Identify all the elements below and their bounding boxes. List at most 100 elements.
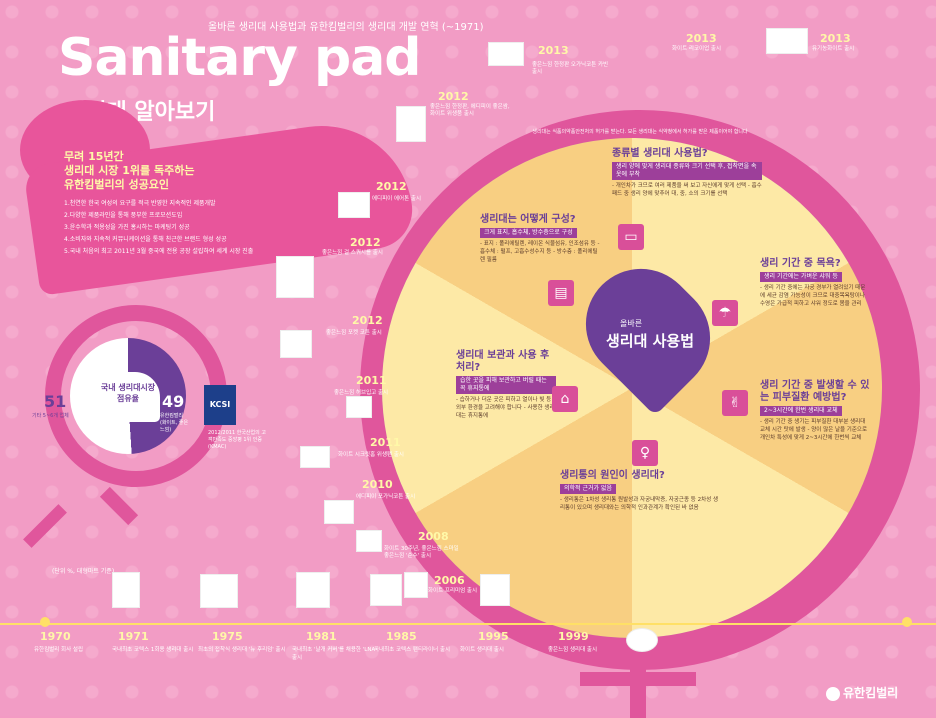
- section-tag: 생리 기간에는 가벼운 샤워 등: [760, 272, 842, 282]
- product-thumbnail: [296, 572, 330, 608]
- timeline-year: 1995: [478, 630, 509, 643]
- timeline-text: 국내최초 '날개 커버'를 채용한 'LNA' 출시: [292, 647, 377, 661]
- event-year: 2013: [538, 44, 569, 57]
- event-year: 2011: [370, 436, 401, 449]
- factor-item: 5.국내 처음의 최고 2011년 3월 중국에 전용 공장 설립하여 세계 시…: [64, 248, 254, 255]
- event-text: 화이트 시크릿홈 위생팬 출시: [338, 452, 404, 458]
- section-body: - 개인차가 크므로 여러 제품을 써 보고 자신에게 맞게 선택 - 흡수 패…: [612, 183, 762, 197]
- event-year: 2011: [356, 374, 387, 387]
- product-thumbnail: [396, 106, 426, 142]
- section-body: - 생리 기간 중에는 자궁 경부가 열려있기 때문에 세균 감염 가능성이 크…: [760, 285, 866, 307]
- product-thumbnail: [356, 530, 382, 552]
- brand-logo: 유한킴벌리: [826, 684, 898, 701]
- pie-left-value: 51: [44, 392, 67, 411]
- section-title: 종류별 생리대 사용법?: [612, 148, 708, 159]
- timeline-text: 국내최초 코텍스 팬티라이너 출시: [374, 647, 451, 653]
- pie-heart: [96, 372, 160, 422]
- timeline-text: 유한킴벌리 회사 설립: [34, 647, 84, 653]
- timeline-text: 국내최초 코텍스 1회용 생리대 출시: [112, 647, 194, 653]
- intro-heading-3: 유한킴벌리의 성공요인: [64, 178, 170, 191]
- top-subtitle: 올바른 생리대 사용법과 유한킴벌리의 생리대 개발 연혁 (~1971): [208, 22, 484, 33]
- event-text: 좋은느낌 걸 스쿼시를 출시: [322, 250, 383, 256]
- event-year: 2012: [352, 314, 383, 327]
- timeline-year: 1999: [558, 630, 589, 643]
- section-body: - 생리 기간 중 생기는 피부질환 대부분 생리대 교체 시간 탓에 발생 -…: [760, 419, 868, 441]
- timeline-text: 좋은느낌 생리대 출시: [548, 647, 598, 653]
- product-thumbnail: [370, 574, 402, 606]
- pad-layers-icon: ▤: [548, 280, 574, 306]
- heart-icon: [902, 617, 912, 627]
- event-year: 2013: [820, 32, 851, 45]
- factor-item: 2.다양한 제품라인을 통해 풍부한 프로모션도입: [64, 212, 183, 219]
- event-text: 화이트 30주년, 좋은느낌 스마일 좋은느낌 '순수' 출시: [384, 546, 459, 559]
- section-skin: 생리 기간 중 발생할 수 있는 피부질환 예방법? 2~3시간에 한번 생리대…: [760, 380, 870, 442]
- event-text: 유기농화이트 출시: [812, 46, 855, 52]
- center-small-label: 올바른: [620, 319, 643, 328]
- event-text: 좋은느낌 한정판, 에디피이 좋은쌈, 화이트 위생품 출시: [430, 104, 510, 117]
- product-thumbnail: [338, 192, 370, 218]
- section-title: 생리 기간 중 발생할 수 있는 피부질환 예방법?: [760, 380, 870, 403]
- event-year: 2013: [686, 32, 717, 45]
- section-title: 생리대는 어떻게 구성?: [480, 214, 576, 225]
- timeline-year: 1981: [306, 630, 337, 643]
- product-thumbnail: [404, 572, 428, 598]
- pie-right-value: 49: [162, 392, 185, 411]
- event-text: 에디피이 포가닉코튼 출시: [356, 494, 416, 500]
- factor-item: 1.천연한 한국 여성의 요구를 적극 반영한 지속적인 제품개발: [64, 200, 216, 207]
- factor-item: 3.윤수학과 적용성을 가진 홍시하는 마케팅기 성공: [64, 224, 190, 231]
- timeline-text: 화이트 생리대 출시: [460, 647, 504, 653]
- section-body: - 표지 : 폴리에틸렌, 레이온 식물섬유, 인조섬유 등 - 흡수체 : 펄…: [480, 241, 600, 263]
- event-year: 2012: [438, 90, 469, 103]
- section-kinds: 종류별 생리대 사용법? 생리 양에 맞게 생리대 종류와 크기 선택 후, 접…: [612, 148, 762, 198]
- pie-right-label: 유한킴벌리 (화이트, 좋은 느낌): [160, 413, 189, 433]
- logo-icon: [826, 686, 840, 701]
- big-venus-cross: [580, 672, 696, 686]
- event-text: 에디피이 에어톤 출시: [372, 196, 422, 202]
- section-cause: 생리통의 원인이 생리대? 의학적 근거가 없음 - 생리통은 1차성 생리통 …: [560, 470, 720, 512]
- section-storage: 생리대 보관과 사용 후 처리? 습한 곳을 피해 보관하고 버릴 때는 꼭 휴…: [456, 350, 556, 420]
- kcsi-text: 2012/2011 한국산업의 고객만족도 중앙평 1위 인증(KMAC): [208, 430, 266, 450]
- intro-heading-2: 생리대 시장 1위를 독주하는: [64, 164, 195, 177]
- product-thumbnail: [766, 28, 808, 54]
- event-year: 2006: [434, 574, 465, 587]
- section-structure: 생리대는 어떻게 구성? 크게 표지, 흡수체, 방수층으로 구성 - 표지 :…: [480, 214, 600, 264]
- center-label: 생리대 사용법: [605, 332, 695, 350]
- intro-heading-1: 무려 15년간: [64, 150, 124, 163]
- arc-text: 생리대는 식품의약품안전처의 허가를 받는다. 모든 생리대는 식약청에서 허가…: [532, 129, 748, 135]
- timeline-year: 1971: [118, 630, 149, 643]
- product-thumbnail: [488, 42, 524, 66]
- timeline-year: 1975: [212, 630, 243, 643]
- shower-icon: ☂: [712, 300, 738, 326]
- heart-icon: [40, 617, 50, 627]
- product-thumbnail: [280, 330, 312, 358]
- logo-text: 유한킴벌리: [843, 686, 899, 700]
- timeline-text: 최초의 접착식 생리대 '뉴 후리덤' 출시: [198, 647, 286, 653]
- section-tag: 의학적 근거가 없음: [560, 484, 616, 494]
- event-year: 2008: [418, 530, 449, 543]
- success-factors: 무려 15년간 생리대 시장 1위를 독주하는 유한킴벌리의 성공요인 1.천연…: [64, 150, 384, 258]
- section-body: - 생리통은 1차성 생리통 원발성과 자궁내막증, 자궁근종 등 2차성 생리…: [560, 497, 719, 511]
- product-thumbnail: [276, 256, 314, 298]
- section-tag: 습한 곳을 피해 보관하고 버릴 때는 꼭 휴지통에: [456, 376, 556, 394]
- timeline-year: 1985: [386, 630, 417, 643]
- page-title: Sanitary pad: [58, 28, 422, 88]
- section-title: 생리대 보관과 사용 후 처리?: [456, 350, 550, 373]
- venus-icon: ♀: [632, 440, 658, 466]
- timeline-line: [0, 623, 936, 625]
- section-bath: 생리 기간 중 목욕? 생리 기간에는 가벼운 샤워 등 - 생리 기간 중에는…: [760, 258, 870, 308]
- trash-icon: ⌂: [552, 386, 578, 412]
- section-body: - 습하거나 더운 곳은 피하고 열이나 빛 등 외부 환경을 고려해야 합니다…: [456, 397, 555, 419]
- product-thumbnail: [200, 574, 238, 608]
- timeline-year: 1970: [40, 630, 71, 643]
- section-tag: 크게 표지, 흡수체, 방수층으로 구성: [480, 228, 577, 238]
- event-text: 좋은느낌 한정판 오가닉코튼 카빈출시: [532, 62, 609, 75]
- chart-note: (단위 %, 대형마트 기준): [52, 568, 115, 575]
- event-year: 2012: [376, 180, 407, 193]
- product-thumbnail: [300, 446, 330, 468]
- product-thumbnail: [480, 574, 510, 606]
- event-text: 좋은느낌 포켓 코튼 출시: [326, 330, 382, 336]
- product-thumbnail: [112, 572, 140, 608]
- product-thumbnail: [324, 500, 354, 524]
- kcsi-badge: KCSI: [204, 385, 236, 425]
- section-tag: 2~3시간에 한번 생리대 교체: [760, 406, 842, 416]
